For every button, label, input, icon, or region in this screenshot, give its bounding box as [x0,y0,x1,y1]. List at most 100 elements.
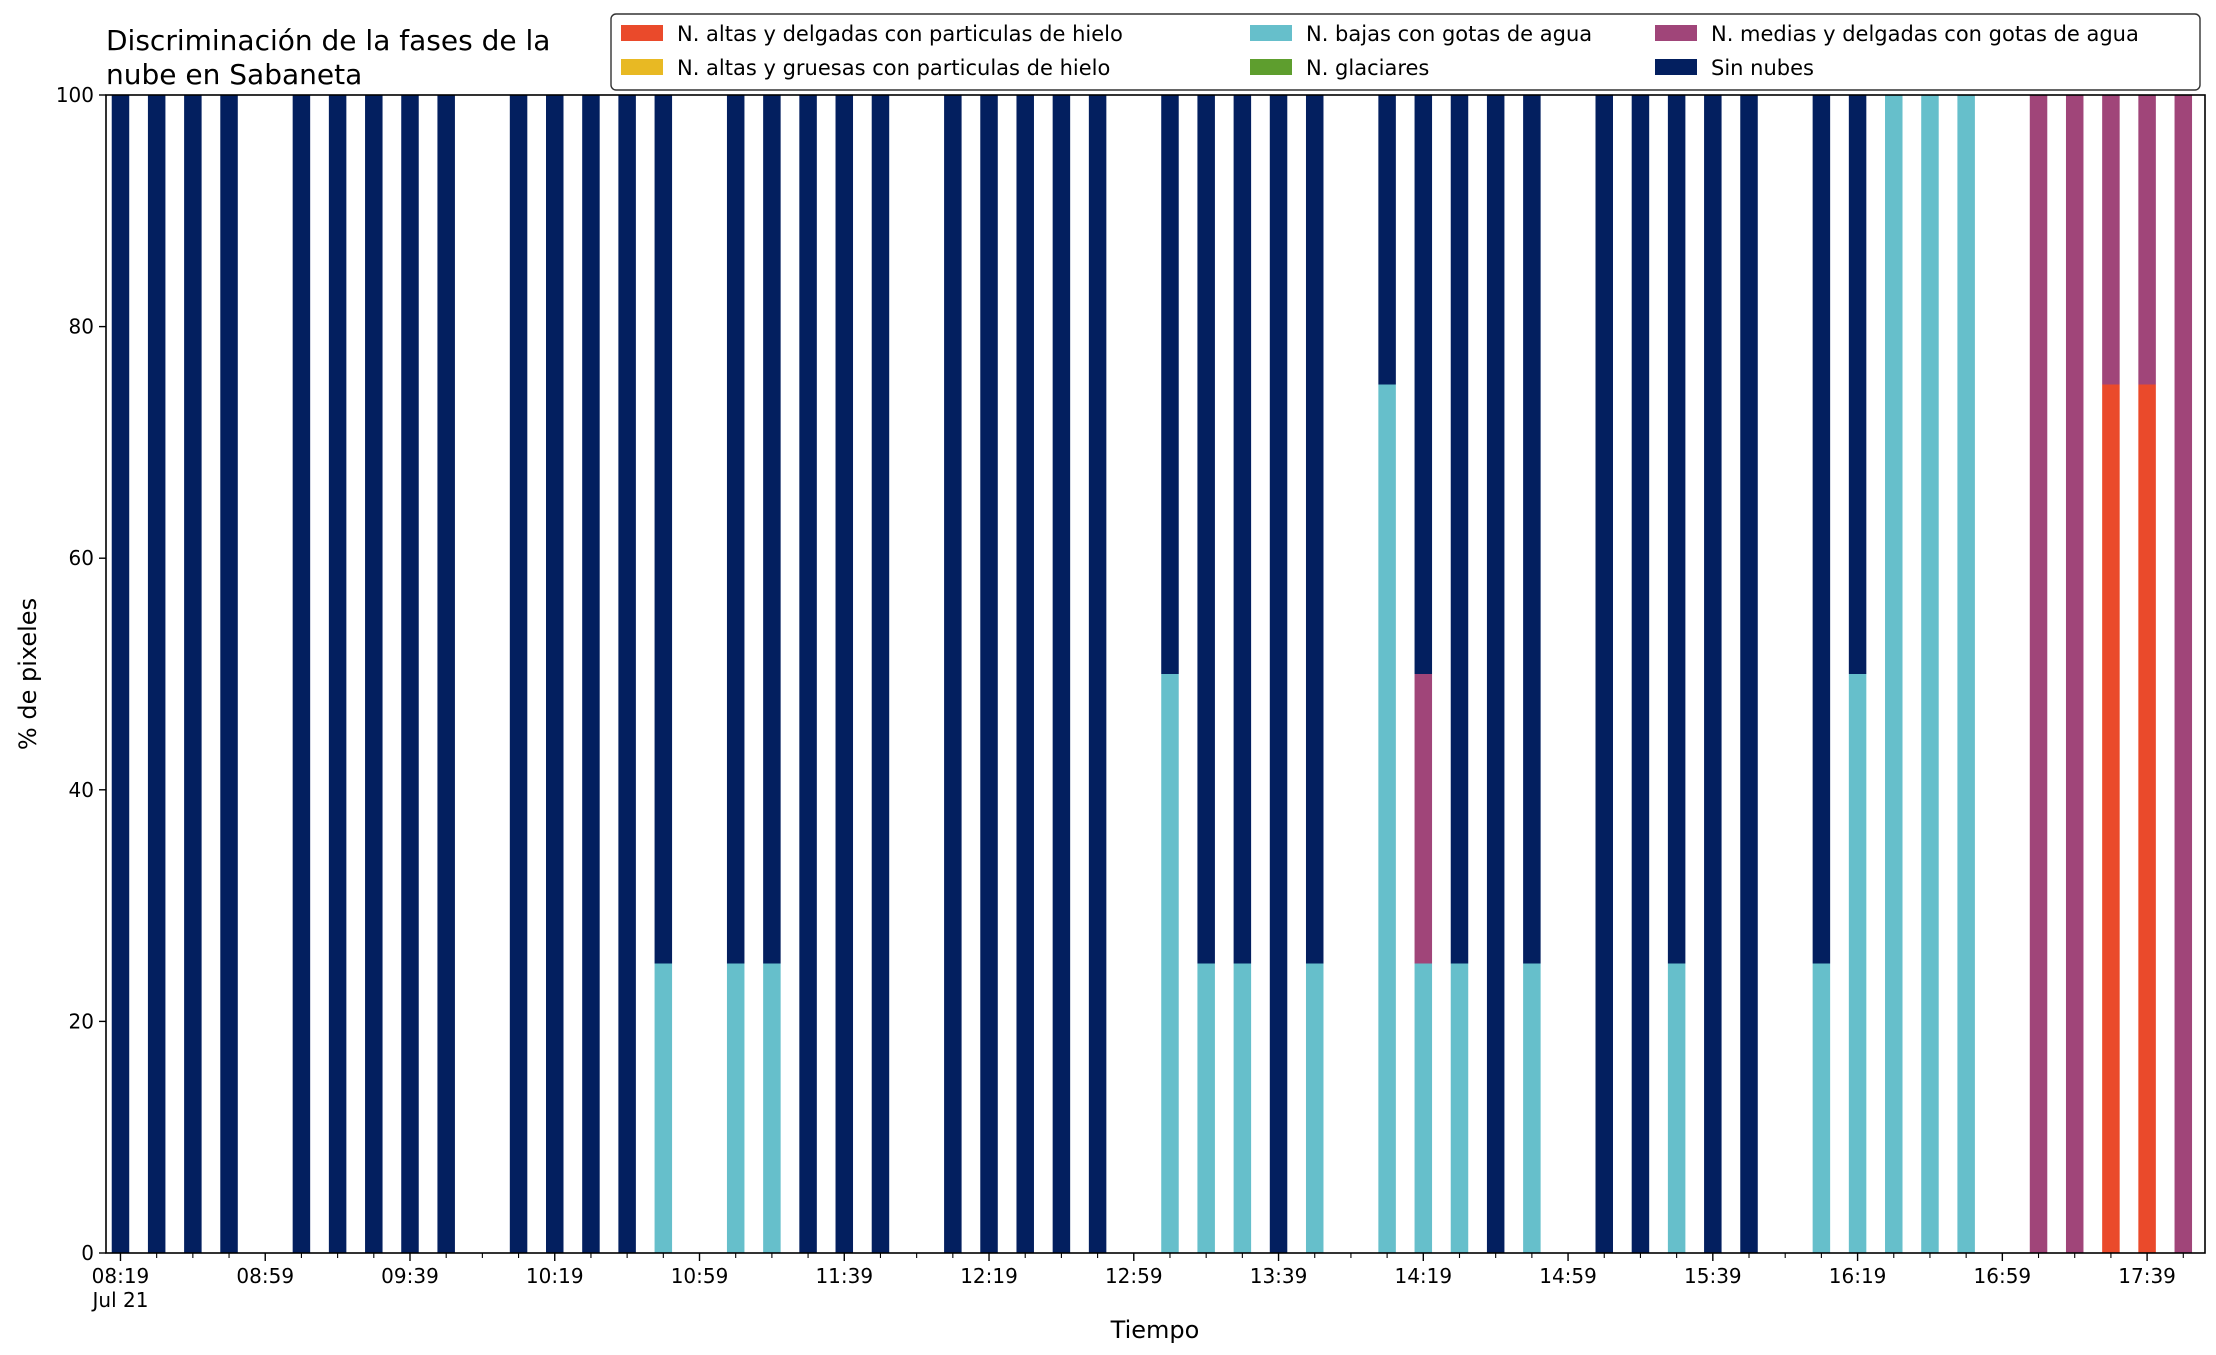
bar-1409-sin_nubes [1378,95,1396,385]
bar-1419-bajas_agua [1414,963,1433,1253]
bar-1619-sin_nubes [1848,95,1867,674]
x-tick-label: 08:19 [92,1264,150,1288]
bar-1009-sin_nubes [509,95,528,1253]
bar-1729-medias_agua [2102,95,2120,385]
legend-swatch-glaciares [1250,59,1292,75]
chart-title-line-1: Discriminación de la fases de la [106,24,550,57]
x-tick-label: 16:59 [1974,1264,2032,1288]
x-tick-label: 12:19 [960,1264,1018,1288]
bar-1639-bajas_agua [1921,95,1939,1253]
bar-1709-medias_agua [2029,95,2048,1253]
x-tick-label: 11:39 [815,1264,873,1288]
legend-label-medias_agua: N. medias y delgadas con gotas de agua [1711,22,2139,46]
bar-0919-sin_nubes [328,95,347,1253]
bar-1339-sin_nubes [1269,95,1288,1253]
legend: N. altas y delgadas con particulas de hi… [610,13,2201,91]
x-tick-label: 14:59 [1539,1264,1597,1288]
bar-1609-sin_nubes [1812,95,1831,964]
bar-0819-sin_nubes [111,95,130,1253]
legend-swatch-hielo_delgadas [621,25,663,41]
y-tick-label: 60 [69,546,94,570]
bar-1249-sin_nubes [1088,95,1107,1253]
x-axis: 08:19 08:59 09:39 10:19 10:59 11:39 12:19 12:59… [91,1253,2184,1312]
bar-1349-bajas_agua [1305,963,1324,1253]
bar-0909-sin_nubes [292,95,311,1253]
bar-1739-medias_agua [2138,95,2156,385]
legend-label-bajas_agua: N. bajas con gotas de agua [1306,22,1592,46]
bar-1039-sin_nubes [618,95,636,1253]
bar-1419-medias_agua [1414,674,1433,964]
y-tick-label: 20 [69,1009,94,1033]
y-tick-label: 40 [69,778,94,802]
x-tick-label: 16:19 [1829,1264,1887,1288]
bar-1029-sin_nubes [582,95,600,1253]
bar-1739-hielo_delgadas [2138,384,2156,1253]
bar-1519-sin_nubes [1631,95,1650,1253]
bar-1329-sin_nubes [1233,95,1252,964]
legend-swatch-sin_nubes [1655,59,1697,75]
legend-label-sin_nubes: Sin nubes [1711,56,1814,80]
bar-1119-sin_nubes [763,95,781,964]
bar-1449-bajas_agua [1523,963,1541,1253]
bar-1049-bajas_agua [654,963,673,1253]
bar-0939-sin_nubes [401,95,419,1253]
x-tick-label: 09:39 [381,1264,439,1288]
y-tick-label: 0 [81,1241,94,1265]
bar-1149-sin_nubes [871,95,890,1253]
legend-label-glaciares: N. glaciares [1306,56,1429,80]
bar-1019-sin_nubes [546,95,564,1253]
bar-1629-bajas_agua [1885,95,1903,1253]
x-tick-label: 12:59 [1105,1264,1163,1288]
x-tick-label: 10:59 [671,1264,729,1288]
bar-1529-bajas_agua [1667,963,1686,1253]
x-tick-label: 10:19 [526,1264,584,1288]
bar-1419-sin_nubes [1414,95,1433,674]
bar-1119-bajas_agua [763,963,781,1253]
bar-1609-bajas_agua [1812,963,1831,1253]
x-date-label: Jul 21 [91,1288,149,1312]
bar-1049-sin_nubes [654,95,673,964]
y-axis-label: % de pixeles [14,598,42,750]
bar-1219-sin_nubes [980,95,998,1253]
bar-1719-medias_agua [2065,95,2084,1253]
plot-frame [105,94,2206,1254]
bar-1319-bajas_agua [1197,963,1215,1253]
legend-swatch-bajas_agua [1250,25,1292,41]
bar-1649-bajas_agua [1957,95,1975,1253]
bar-0829-sin_nubes [147,95,166,1253]
bar-1729-hielo_delgadas [2102,384,2120,1253]
bar-1449-sin_nubes [1523,95,1541,964]
legend-label-hielo_delgadas: N. altas y delgadas con particulas de hi… [677,22,1123,46]
bar-1139-sin_nubes [835,95,854,1253]
bar-1429-sin_nubes [1450,95,1469,964]
bar-1549-sin_nubes [1740,95,1758,1253]
bar-1109-sin_nubes [726,95,745,964]
bar-1619-bajas_agua [1848,674,1867,1253]
bar-layer [111,95,2193,1253]
x-axis-label: Tiempo [1110,1316,1200,1344]
bar-1309-bajas_agua [1161,674,1179,1253]
bar-1309-sin_nubes [1161,95,1179,674]
bar-1509-sin_nubes [1595,95,1613,1253]
bar-1539-sin_nubes [1704,95,1722,1253]
legend-swatch-medias_agua [1655,25,1697,41]
bar-0929-sin_nubes [365,95,383,1253]
chart-title-line-2: nube en Sabaneta [106,58,362,91]
bar-1239-sin_nubes [1052,95,1071,1253]
bar-0839-sin_nubes [184,95,202,1253]
bar-1319-sin_nubes [1197,95,1215,964]
bar-1529-sin_nubes [1667,95,1686,964]
bar-1349-sin_nubes [1305,95,1324,964]
bar-1429-bajas_agua [1450,963,1469,1253]
y-tick-label: 100 [56,83,94,107]
bar-0949-sin_nubes [437,95,455,1253]
y-tick-label: 80 [69,315,94,339]
x-tick-label: 13:39 [1250,1264,1308,1288]
x-tick-label: 14:19 [1394,1264,1452,1288]
bar-1749-medias_agua [2174,95,2193,1253]
bar-1409-bajas_agua [1378,384,1396,1253]
x-tick-label: 15:39 [1684,1264,1742,1288]
bar-1129-sin_nubes [799,95,817,1253]
bar-1439-sin_nubes [1486,95,1505,1253]
